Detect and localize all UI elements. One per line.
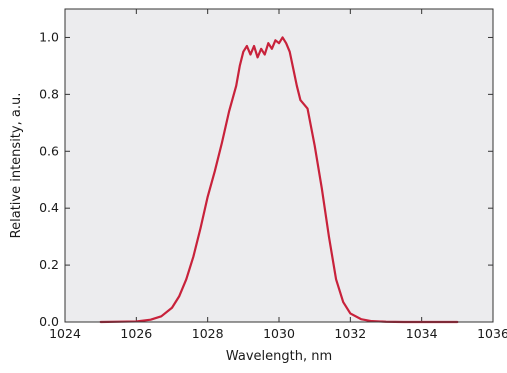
x-tick-label: 1028 — [192, 326, 224, 341]
plot-area — [65, 9, 493, 322]
x-tick-label: 1034 — [406, 326, 438, 341]
series-layer — [99, 36, 459, 324]
x-axis-title: Wavelength, nm — [226, 349, 332, 364]
y-tick-label: 0.0 — [39, 314, 59, 329]
x-tick-label: 1036 — [477, 326, 507, 341]
spectrum-series-line — [99, 36, 459, 324]
x-tick-label: 1030 — [263, 326, 295, 341]
plot-frame — [64, 8, 494, 323]
x-tick-label: 1032 — [334, 326, 366, 341]
x-tick-label: 1024 — [49, 326, 81, 341]
tick-labels-layer: 1024 1026 1028 1030 1032 1034 1036 0.0 0.2 0.4 0.6… — [39, 29, 507, 341]
y-tick-label: 0.4 — [39, 200, 59, 215]
y-tick-label: 0.2 — [39, 257, 59, 272]
x-tick-label: 1026 — [120, 326, 152, 341]
y-axis-title: Relative intensity, a.u. — [9, 93, 24, 239]
y-tick-label: 0.6 — [39, 143, 59, 158]
y-tick-label: 1.0 — [39, 29, 59, 44]
y-tick-label: 0.8 — [39, 86, 59, 101]
